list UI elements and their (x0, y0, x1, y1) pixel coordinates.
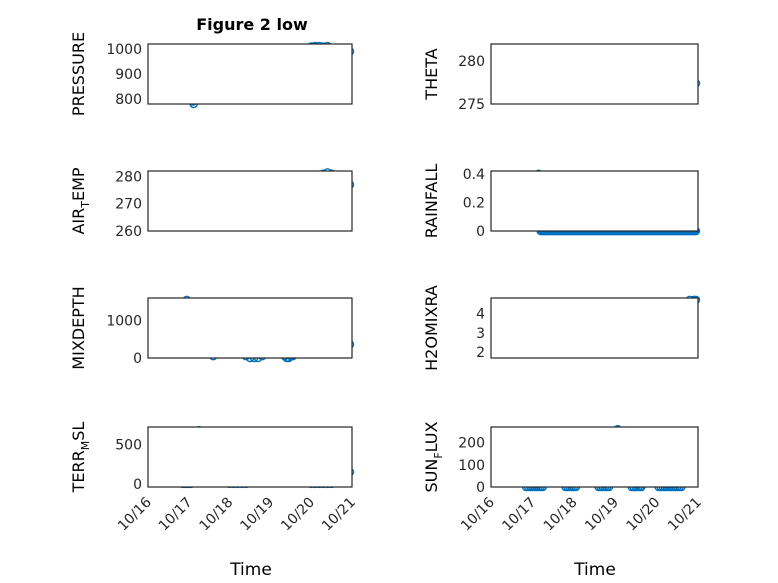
subplot-sunflux: 0 100 200 SUNFLUX 10/16 10/17 10/18 10/19 10/20 1… (422, 421, 705, 534)
axes-frame (147, 426, 353, 488)
y-tick-label: 260 (115, 224, 142, 240)
y-axis-label: H2OMIXRA (422, 285, 441, 371)
x-tick-label: 10/17 (499, 495, 539, 535)
subplot-air_temp: 260 270 280 AIRTEMP (69, 167, 355, 240)
axes-frame (490, 426, 699, 488)
y-axis-label: MIXDEPTH (69, 286, 88, 369)
y-tick-label: 280 (115, 169, 142, 185)
axes-frame (147, 43, 353, 105)
y-axis-label: AIRTEMP (69, 167, 92, 234)
y-axis-label: SUNFLUX (422, 421, 445, 492)
y-tick-label: 0.4 (463, 167, 485, 183)
y-tick-label: 0 (133, 477, 142, 493)
y-tick-label: 280 (458, 54, 485, 70)
x-tick-label: 10/16 (115, 494, 155, 534)
y-tick-label: 2 (476, 345, 485, 361)
subplot-terr_msl: 0 500 TERRMSL 10/16 10/17 10/18 10/19 10/20 10/2… (69, 422, 359, 535)
subplot-theta: 275 280 THETA (422, 43, 701, 113)
x-tick-label: 10/20 (624, 495, 664, 535)
x-tick-label: 10/21 (319, 495, 359, 535)
y-tick-label: 1000 (106, 314, 142, 330)
y-tick-label: 275 (458, 97, 485, 113)
x-tick-label: 10/18 (541, 495, 581, 535)
x-tick-label: 10/19 (237, 495, 277, 535)
y-tick-label: 1000 (106, 42, 142, 58)
subplot-rainfall: 0 0.2 0.4 RAINFALL (422, 164, 701, 240)
y-tick-label: 270 (115, 197, 142, 213)
y-tick-label: 800 (115, 92, 142, 108)
subplot-h2omixra: 2 3 4 H2OMIXRA (422, 285, 701, 371)
y-axis-label: TERRMSL (69, 422, 92, 494)
y-axis-label: PRESSURE (69, 32, 88, 116)
y-tick-label: 100 (458, 458, 485, 474)
x-tick-label: 10/19 (582, 495, 622, 535)
y-axis-label: THETA (422, 48, 441, 100)
x-axis-label-right: Time (573, 560, 616, 580)
y-tick-label: 900 (115, 67, 142, 83)
y-tick-label: 0 (476, 480, 485, 496)
x-tick-label: 10/20 (278, 495, 318, 535)
subplot-mixdepth: 0 1000 MIXDEPTH (69, 286, 355, 370)
x-tick-label: 10/21 (665, 495, 705, 535)
axes-frame (490, 297, 699, 359)
y-tick-label: 0 (133, 351, 142, 367)
x-tick-label: 10/17 (156, 495, 196, 535)
axes-frame (147, 297, 353, 359)
axes-frame (490, 170, 699, 232)
y-tick-label: 200 (458, 436, 485, 452)
y-tick-label: 0 (476, 224, 485, 240)
y-tick-label: 3 (476, 326, 485, 342)
x-axis-label-left: Time (229, 560, 272, 580)
figure-title: Figure 2 low (196, 15, 308, 34)
y-tick-label: 0.2 (463, 195, 485, 211)
axes-frame (490, 43, 699, 105)
y-tick-label: 500 (115, 437, 142, 453)
x-tick-label: 10/16 (458, 494, 498, 534)
x-tick-label: 10/18 (197, 495, 237, 535)
y-tick-label: 4 (476, 306, 485, 322)
subplot-pressure: 800 900 1000 PRESSURE (69, 32, 355, 116)
y-axis-label: RAINFALL (422, 164, 441, 239)
axes-frame (147, 170, 353, 232)
